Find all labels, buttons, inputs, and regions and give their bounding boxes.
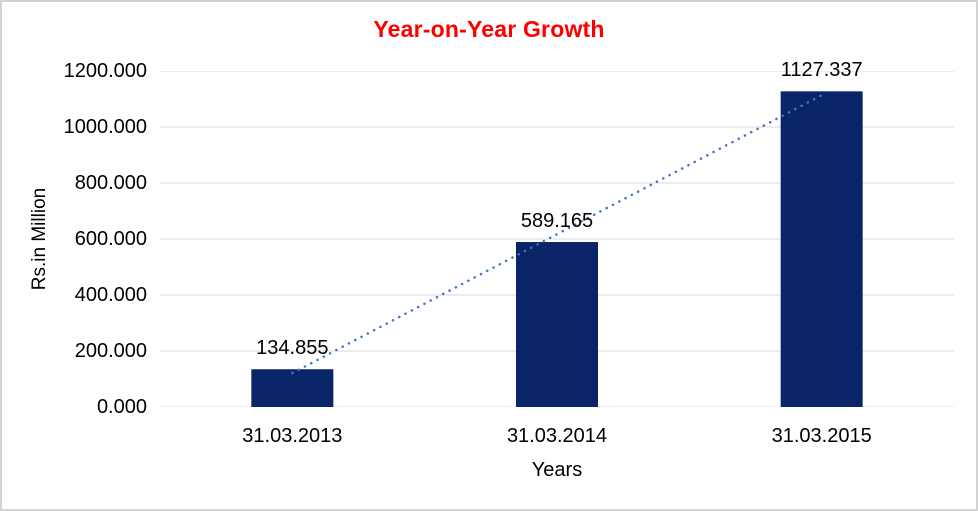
bar-31.03.2014 — [516, 242, 598, 407]
bar-31.03.2013 — [251, 369, 334, 407]
x-category-label: 31.03.2014 — [506, 425, 608, 447]
y-tick-label: 800.000 — [74, 172, 147, 194]
bar-value-label: 589.165 — [520, 210, 594, 233]
trendline — [291, 94, 823, 375]
chart-title: Year-on-Year Growth — [373, 16, 605, 42]
x-category-label: 31.03.2015 — [771, 425, 872, 447]
x-axis-title: Years — [531, 459, 583, 481]
x-category-label: 31.03.2013 — [242, 425, 343, 447]
y-tick-label: 0.000 — [96, 396, 147, 418]
y-tick-label: 1200.000 — [63, 60, 147, 82]
y-tick-label: 400.000 — [74, 284, 147, 306]
y-tick-label: 600.000 — [74, 228, 147, 250]
y-tick-label: 1000.000 — [63, 116, 147, 138]
bar-31.03.2015 — [780, 91, 863, 407]
plot-area — [160, 71, 954, 407]
bar-value-label: 1127.337 — [780, 59, 863, 82]
y-tick-label: 200.000 — [74, 340, 147, 362]
bar-value-label: 134.855 — [256, 337, 329, 360]
